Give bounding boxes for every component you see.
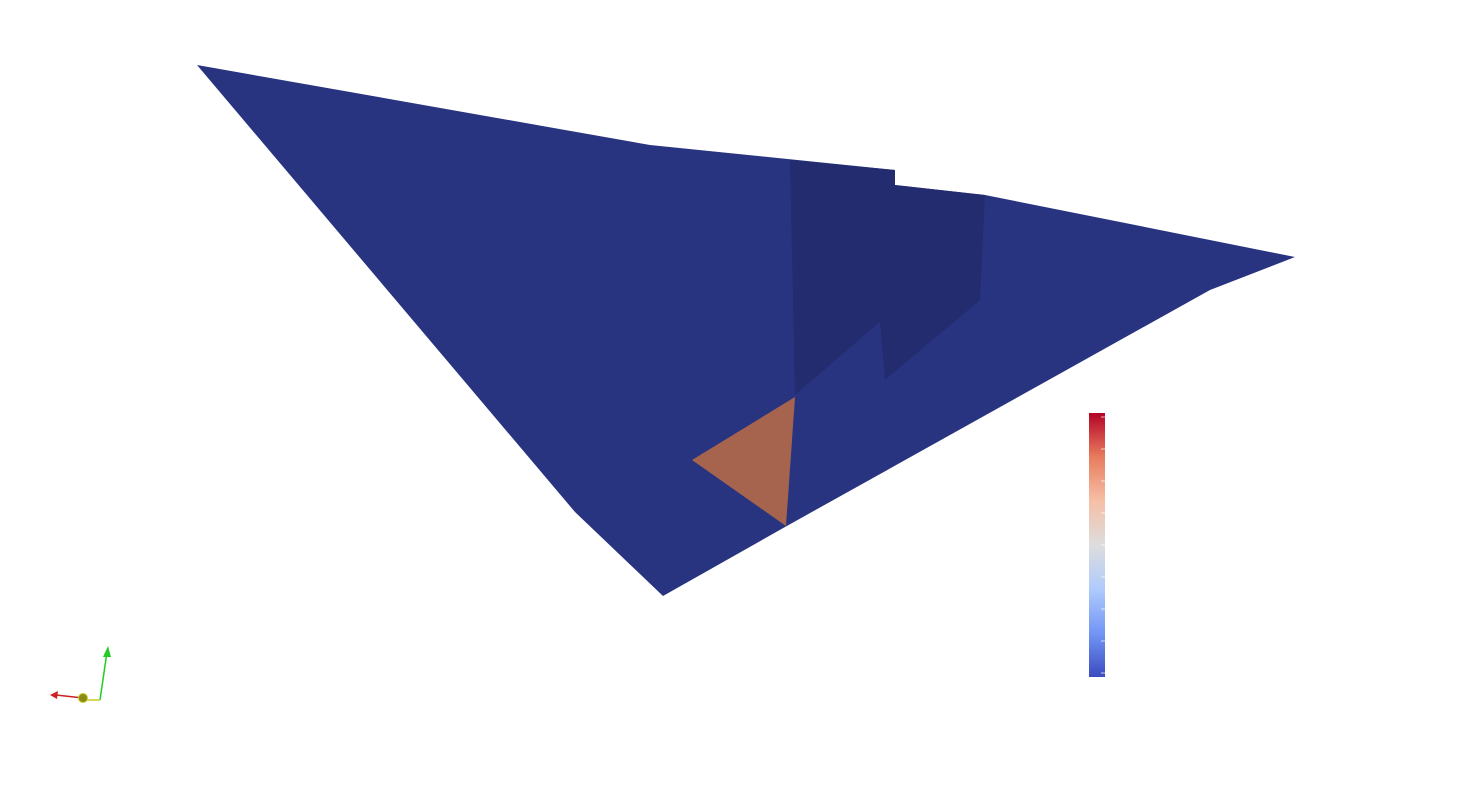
scalar-color-legend[interactable] xyxy=(1089,413,1105,677)
mesh-surface xyxy=(197,65,1295,596)
orientation-axes-widget[interactable] xyxy=(40,640,120,710)
color-legend-bar xyxy=(1089,413,1105,677)
z-axis-origin-icon xyxy=(78,693,88,703)
mesh-shaded-panel xyxy=(790,160,985,395)
mesh-highlighted-cell xyxy=(692,397,795,526)
color-legend-ticks xyxy=(1101,416,1105,674)
x-axis-arrow-icon xyxy=(50,691,58,699)
y-axis-line xyxy=(99,651,108,701)
y-axis-arrow-icon xyxy=(103,646,111,657)
